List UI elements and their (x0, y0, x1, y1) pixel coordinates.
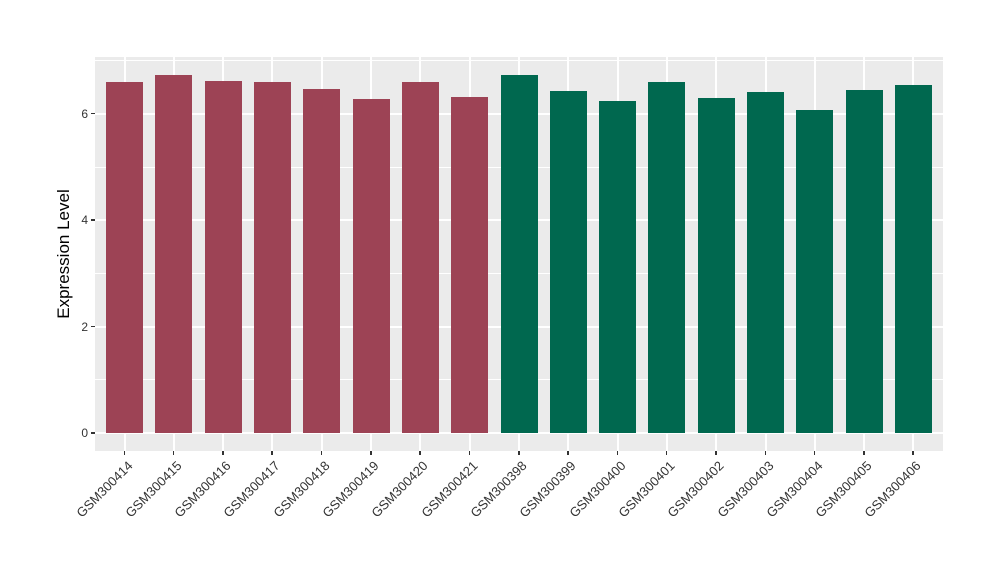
bar-GSM300405 (845, 90, 883, 433)
x-tick-mark (813, 451, 816, 455)
y-tick-mark (91, 432, 95, 434)
x-tick-mark (468, 451, 471, 455)
bar-GSM300398 (500, 74, 538, 433)
y-tick-label: 0 (81, 426, 88, 440)
bar-GSM300400 (599, 101, 637, 433)
plot-panel (95, 57, 943, 451)
y-tick-label: 2 (81, 319, 88, 334)
x-tick-mark (419, 451, 421, 455)
x-tick-mark (616, 451, 619, 455)
x-tick-mark (370, 451, 372, 455)
y-tick-mark (91, 112, 95, 115)
x-tick-mark (123, 451, 126, 455)
x-tick-mark (665, 451, 668, 455)
bar-GSM300399 (549, 91, 587, 433)
bar-GSM300406 (894, 84, 932, 433)
x-tick-mark (715, 451, 717, 455)
y-tick-label: 4 (81, 213, 88, 228)
bar-GSM300402 (697, 98, 735, 433)
x-tick-mark (222, 451, 224, 455)
bar-GSM300421 (451, 96, 489, 433)
x-tick-mark (271, 451, 273, 455)
x-tick-mark (764, 451, 766, 455)
y-axis-title-text: Expression Level (54, 189, 73, 319)
bar-GSM300417 (253, 82, 291, 433)
bar-GSM300403 (747, 91, 784, 433)
y-tick-mark (91, 325, 95, 328)
bar-GSM300418 (303, 89, 341, 433)
x-tick-mark (320, 451, 323, 455)
x-tick-mark (567, 451, 569, 455)
x-tick-mark (172, 451, 175, 455)
bar-GSM300416 (204, 80, 242, 433)
bar-GSM300404 (796, 110, 834, 433)
y-tick-label: 6 (81, 106, 88, 121)
y-tick-mark (91, 219, 95, 221)
x-tick-mark (863, 451, 865, 455)
bar-GSM300420 (401, 81, 439, 433)
bar-GSM300415 (155, 74, 193, 433)
bar-GSM300414 (106, 81, 144, 433)
x-tick-mark (912, 451, 914, 455)
bar-GSM300419 (352, 99, 390, 433)
x-tick-mark (518, 451, 520, 455)
bar-GSM300401 (648, 82, 686, 433)
